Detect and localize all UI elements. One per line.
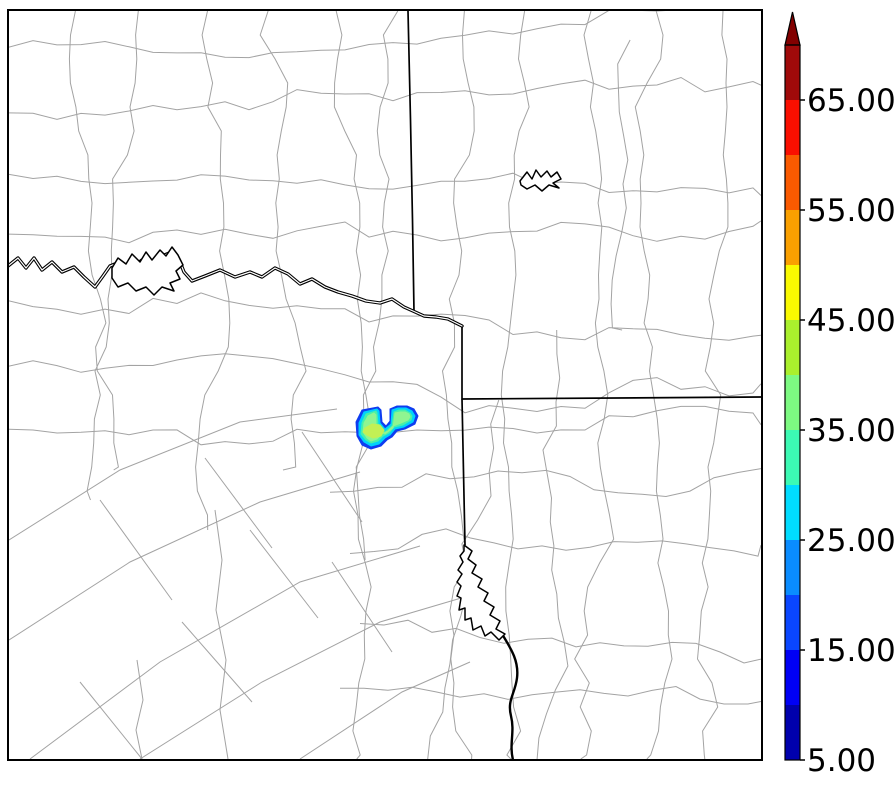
county-line — [634, 11, 673, 759]
county-line — [301, 431, 363, 523]
colorbar-segment — [785, 155, 800, 210]
county-line — [536, 329, 569, 759]
county-boundaries — [9, 11, 761, 759]
county-line — [9, 11, 666, 59]
river-core — [9, 251, 463, 327]
county-line — [195, 11, 231, 531]
colorbar-segment — [785, 430, 800, 485]
county-line — [99, 499, 173, 601]
county-line — [259, 11, 307, 471]
map-area — [8, 10, 762, 760]
county-line — [68, 11, 119, 471]
county-line — [574, 11, 615, 759]
colorbar-tick-label: 5.00 — [807, 743, 876, 779]
colorbar-segment — [785, 540, 800, 595]
county-line — [9, 172, 761, 196]
lake-outline — [111, 246, 184, 296]
county-line — [181, 621, 253, 703]
county-line — [9, 471, 361, 641]
colorbar-segment — [785, 595, 800, 650]
county-line — [135, 659, 144, 759]
county-line — [9, 76, 761, 120]
colorbar-segment — [785, 650, 800, 705]
lakes — [111, 169, 562, 641]
lake-outline — [456, 544, 506, 641]
county-line — [204, 457, 273, 549]
county-line — [696, 11, 729, 759]
river-line — [500, 632, 519, 759]
colorbar-segment — [785, 485, 800, 540]
colorbar-outline — [784, 44, 801, 761]
county-line — [79, 681, 143, 759]
lake-outline — [519, 169, 562, 192]
rivers — [9, 250, 519, 759]
colorbar-tick-label: 25.00 — [807, 523, 894, 559]
county-line — [9, 408, 338, 541]
county-line — [214, 509, 229, 759]
county-line — [500, 11, 530, 759]
county-line — [9, 220, 761, 244]
county-line — [352, 11, 399, 759]
county-line — [29, 545, 421, 759]
colorbar-tick-label: 55.00 — [807, 193, 894, 229]
county-line — [331, 561, 393, 653]
colorbar-tick-label: 35.00 — [807, 413, 894, 449]
reflectivity-echo — [355, 405, 419, 450]
county-line — [299, 661, 471, 759]
state-borders — [407, 11, 761, 546]
county-line — [249, 529, 319, 619]
colorbar: 5.00 15.00 25.00 35.00 45.00 55.00 65.00 — [784, 11, 894, 779]
state-border-line — [461, 398, 466, 546]
state-border-line — [407, 11, 415, 313]
colorbar-tick-label: 45.00 — [807, 303, 894, 339]
colorbar-segment — [785, 375, 800, 430]
colorbar-segment — [785, 100, 800, 155]
echo-layer-greenyellow-core — [362, 423, 385, 439]
colorbar-tick-label: 15.00 — [807, 633, 894, 669]
county-line — [349, 528, 761, 557]
colorbar-tick-label: 65.00 — [807, 83, 894, 119]
county-line — [9, 292, 761, 341]
county-line — [610, 39, 631, 331]
county-line — [359, 619, 761, 664]
colorbar-segment — [785, 45, 800, 100]
colorbar-segment — [785, 320, 800, 375]
colorbar-segment — [785, 210, 800, 265]
colorbar-segment — [785, 265, 800, 320]
county-line — [329, 468, 761, 498]
county-line — [139, 595, 469, 759]
county-line — [9, 353, 761, 414]
map-frame — [7, 9, 763, 761]
colorbar-segment — [785, 705, 800, 760]
